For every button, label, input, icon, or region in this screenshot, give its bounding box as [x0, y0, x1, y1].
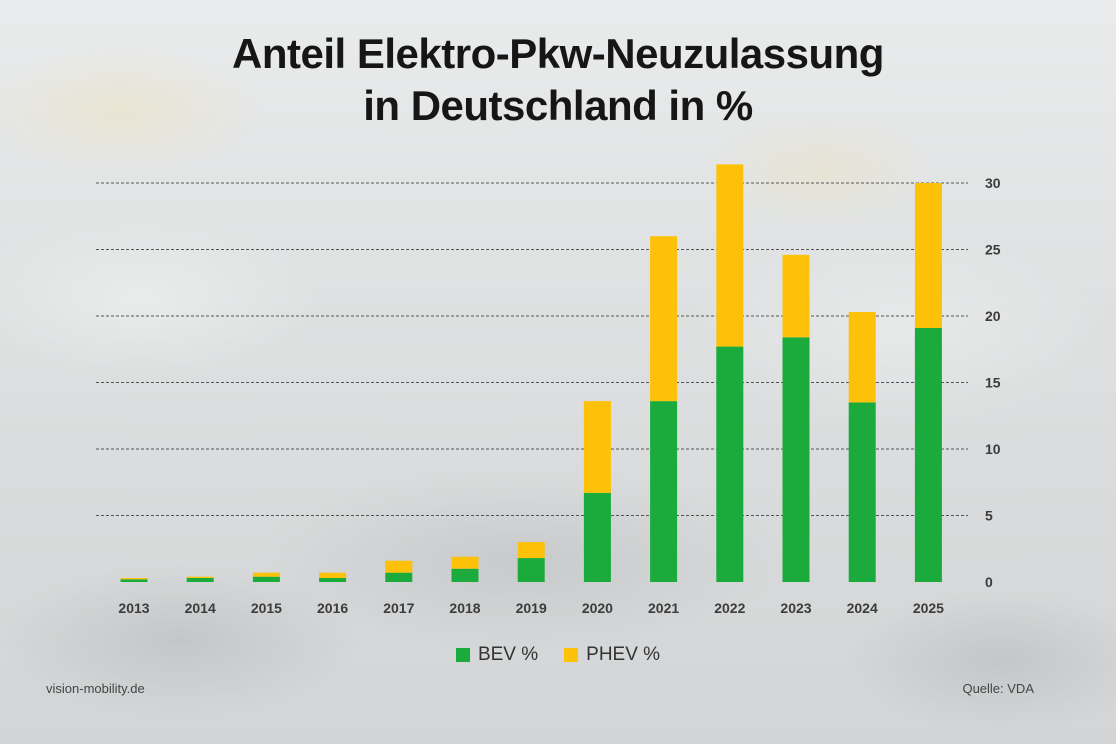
x-tick-label-2015: 2015 — [251, 600, 282, 616]
x-tick-label-2016: 2016 — [317, 600, 348, 616]
x-tick-label-2024: 2024 — [847, 600, 878, 616]
x-tick-label-2025: 2025 — [913, 600, 944, 616]
y-tick-label-5: 5 — [985, 508, 993, 524]
y-tick-label-25: 25 — [985, 242, 1001, 258]
bar-bev-2014 — [186, 578, 214, 582]
bar-phev-2013 — [120, 578, 148, 580]
bar-phev-2018 — [451, 556, 479, 569]
bar-phev-2025 — [914, 183, 942, 328]
y-tick-label-30: 30 — [985, 175, 1001, 191]
bar-phev-2021 — [650, 236, 678, 402]
legend-label-phev: PHEV % — [586, 644, 661, 665]
legend-item-phev: PHEV % — [564, 644, 660, 666]
bar-phev-2017 — [385, 560, 413, 573]
bar-bev-2015 — [252, 576, 280, 582]
bar-phev-2022 — [716, 164, 744, 347]
bar-bev-2021 — [650, 401, 678, 582]
bar-bev-2019 — [517, 558, 545, 582]
bar-phev-2023 — [782, 254, 810, 338]
chart-title-line-1: Anteil Elektro-Pkw-Neuzulassung — [232, 30, 884, 77]
bar-phev-2014 — [186, 576, 214, 579]
x-tick-label-2023: 2023 — [780, 600, 811, 616]
x-tick-label-2017: 2017 — [383, 600, 414, 616]
bar-phev-2019 — [517, 542, 545, 559]
y-tick-label-10: 10 — [985, 441, 1001, 457]
legend-item-bev: BEV % — [455, 644, 539, 666]
bar-phev-2024 — [848, 312, 876, 403]
bar-phev-2020 — [583, 401, 611, 493]
chart-title-line-2: in Deutschland in % — [363, 82, 753, 129]
x-tick-label-2014: 2014 — [185, 600, 216, 616]
x-tick-label-2013: 2013 — [118, 600, 149, 616]
legend-swatch-phev — [564, 648, 579, 662]
footer-source-credit: Quelle: VDA — [962, 681, 1034, 696]
legend-label-bev: BEV % — [477, 644, 539, 665]
bar-bev-2016 — [319, 578, 347, 582]
bar-bev-2023 — [782, 337, 810, 582]
x-tick-label-2018: 2018 — [449, 600, 480, 616]
bar-phev-2016 — [319, 572, 347, 579]
y-tick-label-0: 0 — [985, 574, 993, 590]
bar-bev-2013 — [120, 579, 148, 582]
bar-bev-2025 — [914, 327, 942, 582]
bar-bev-2020 — [583, 492, 611, 582]
bar-bev-2022 — [716, 346, 744, 582]
x-tick-label-2022: 2022 — [714, 600, 745, 616]
x-tick-label-2021: 2021 — [648, 600, 679, 616]
y-tick-label-20: 20 — [985, 308, 1001, 324]
chart-legend: BEV % PHEV % — [0, 644, 1116, 666]
x-tick-label-2020: 2020 — [582, 600, 613, 616]
y-tick-label-15: 15 — [985, 375, 1001, 391]
legend-swatch-bev — [455, 648, 470, 662]
bar-bev-2024 — [848, 402, 876, 582]
chart-title: Anteil Elektro-Pkw-Neuzulassung in Deuts… — [0, 28, 1116, 132]
bar-phev-2015 — [252, 572, 280, 577]
bar-bev-2018 — [451, 568, 479, 582]
bar-bev-2017 — [385, 572, 413, 582]
x-tick-label-2019: 2019 — [516, 600, 547, 616]
footer-source-site: vision-mobility.de — [46, 681, 145, 696]
